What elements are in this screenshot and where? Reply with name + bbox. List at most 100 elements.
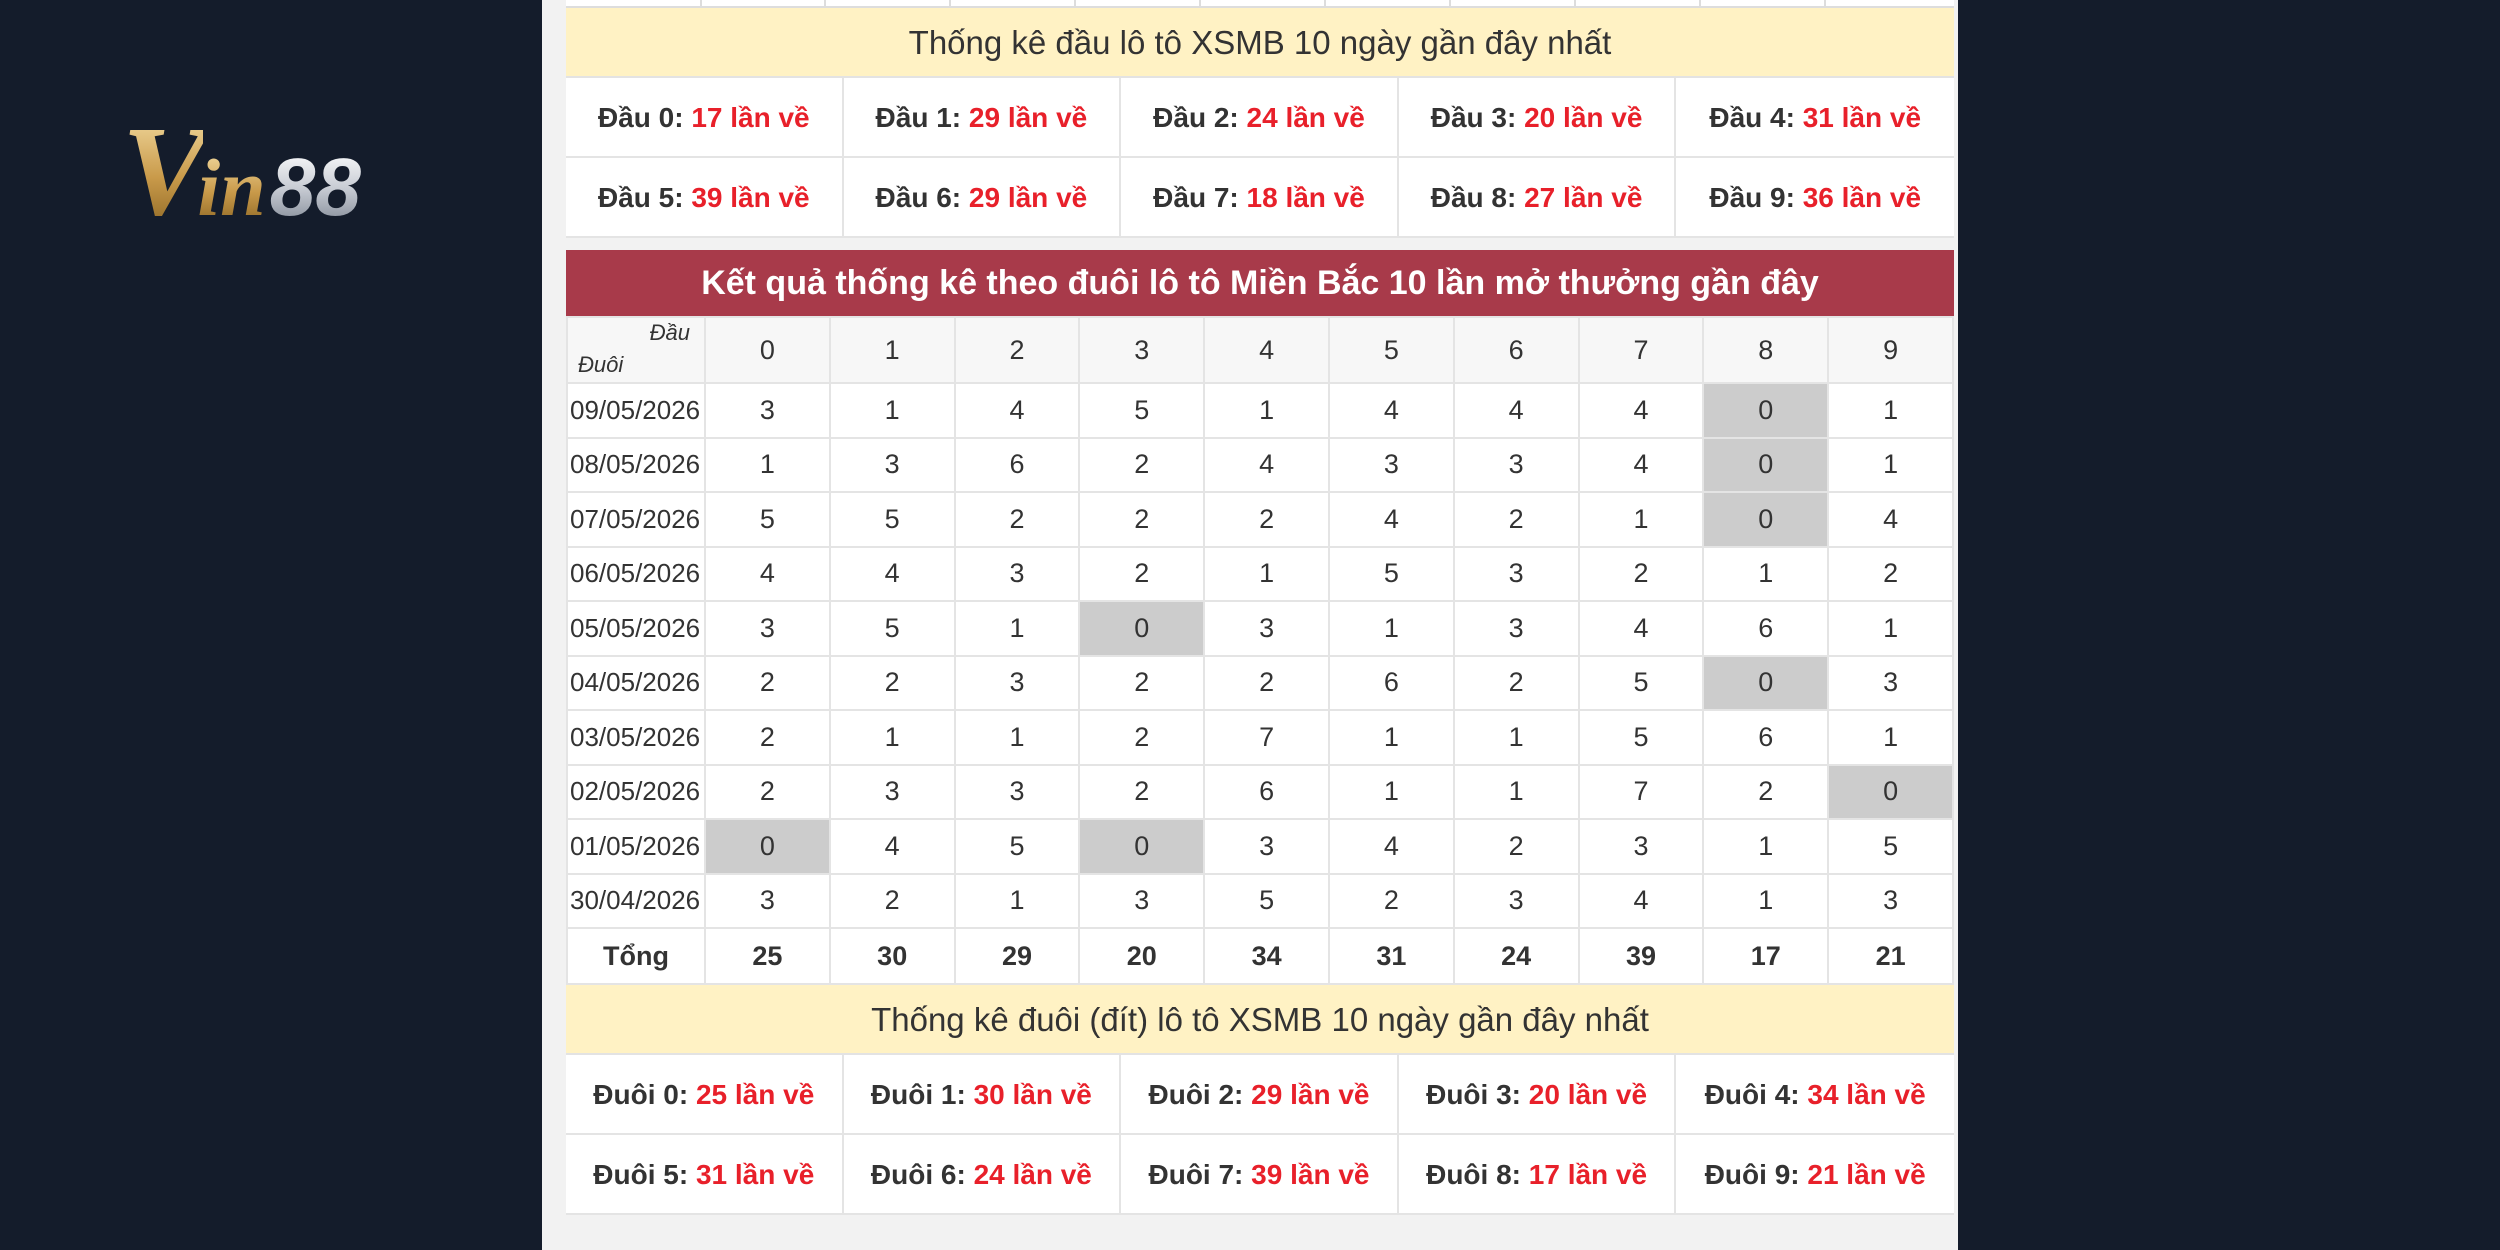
dau-stat-count: 29 lần về [968,182,1088,213]
table-cell: 3 [953,763,1081,820]
logo-number-88: 88 [269,142,361,233]
table-cell: 2 [1327,872,1455,929]
table-row: 30/04/2026 3 2 1 3 5 2 3 4 1 3 [566,872,1954,929]
table-cell: 2 [704,654,831,711]
dau-stat-1: Đầu 1: 29 lần về [843,78,1122,158]
table-cell: 5 [1577,709,1705,766]
table-cell: 1 [828,709,956,766]
total-row: Tổng 25 30 29 20 34 31 24 39 17 21 [566,927,1954,985]
table-cell: 1 [1702,872,1830,929]
table-cell: 4 [1577,382,1705,439]
table-cell: 2 [1452,654,1580,711]
table-cell: 3 [1452,872,1580,929]
table-cell: 4 [704,545,831,602]
table-cell: 3 [953,654,1081,711]
table-row: 06/05/2026 4 4 3 2 1 5 3 2 1 2 [566,545,1954,602]
duoi-stat-2: Đuôi 2: 29 lần về [1121,1055,1399,1135]
column-header-3: 3 [1078,316,1206,384]
duoi-stat-label: Đuôi 4: [1704,1079,1800,1110]
duoi-stat-count: 34 lần về [1807,1079,1926,1110]
table-cell: 5 [1203,872,1330,929]
dau-stat-label: Đầu 5: [597,182,684,213]
table-cell: 2 [1078,763,1206,820]
dau-stats-title: Thống kê đầu lô tô XSMB 10 ngày gần đây … [566,8,1954,78]
duoi-stat-label: Đuôi 0: [593,1079,689,1110]
table-cell: 0 [1702,436,1830,493]
table-cell: 2 [1577,545,1705,602]
dau-stats-grid: Đầu 0: 17 lần về Đầu 1: 29 lần về Đầu 2: 2… [566,78,1954,238]
duoi-stat-1: Đuôi 1: 30 lần về [843,1055,1122,1135]
table-cell: 3 [828,763,956,820]
content-panel: Thống kê đầu lô tô XSMB 10 ngày gần đây … [542,0,1958,1250]
table-cell: 3 [1452,436,1580,493]
table-cell: 5 [704,491,831,548]
table-cell: 4 [1577,872,1705,929]
dau-stat-count: 36 lần về [1802,182,1922,213]
row-date: 06/05/2026 [566,545,706,602]
column-header-2: 2 [953,316,1081,384]
table-cell: 3 [828,436,956,493]
table-cell: 1 [953,709,1081,766]
duoi-stat-0: Đuôi 0: 25 lần về [566,1055,844,1135]
table-row: 01/05/2026 0 4 5 0 3 4 2 3 1 5 [566,818,1954,875]
total-cell: 31 [1327,927,1455,985]
table-cell: 1 [704,436,831,493]
table-cell: 3 [704,600,831,657]
table-cell: 2 [1078,709,1206,766]
column-header-5: 5 [1327,316,1455,384]
corner-header: Đầu Đuôi [566,316,706,384]
total-cell: 17 [1702,927,1830,985]
table-cell: 1 [1327,763,1455,820]
table-row: 02/05/2026 2 3 3 2 6 1 1 7 2 0 [566,763,1954,820]
dau-stat-count: 17 lần về [691,102,810,133]
table-cell: 1 [1452,763,1580,820]
table-cell: 6 [953,436,1081,493]
table-cell: 2 [1078,436,1206,493]
table-cell: 7 [1203,709,1330,766]
table-row: 04/05/2026 2 2 3 2 2 6 2 5 0 3 [566,654,1954,711]
dau-stat-5: Đầu 5: 39 lần về [566,158,844,238]
table-cell: 3 [1203,818,1330,875]
dau-stat-label: Đầu 6: [875,182,962,213]
total-cell: 25 [704,927,831,985]
duoi-stat-4: Đuôi 4: 34 lần về [1676,1055,1954,1135]
dau-stat-count: 18 lần về [1246,182,1365,213]
table-cell: 3 [704,382,831,439]
row-date: 02/05/2026 [566,763,706,820]
row-date: 04/05/2026 [566,654,706,711]
column-header-9: 9 [1827,316,1954,384]
table-cell: 4 [1327,818,1455,875]
table-cell: 5 [1327,545,1455,602]
table-cell: 3 [1078,872,1206,929]
row-date: 08/05/2026 [566,436,706,493]
row-date: 30/04/2026 [566,872,706,929]
table-cell: 4 [828,818,956,875]
duoi-stat-count: 29 lần về [1251,1079,1370,1110]
logo-letters-in: in [197,142,266,233]
vin88-logo: V in 88 [122,107,482,235]
table-cell: 5 [828,600,956,657]
table-cell: 2 [828,872,956,929]
total-cell: 30 [828,927,956,985]
column-header-4: 4 [1203,316,1330,384]
dau-stat-label: Đầu 1: [875,102,962,133]
table-cell: 2 [828,654,956,711]
dau-stat-3: Đầu 3: 20 lần về [1398,78,1677,158]
table-cell: 4 [1577,600,1705,657]
table-cell: 2 [1078,654,1206,711]
dau-stat-count: 20 lần về [1524,102,1643,133]
dau-stat-label: Đầu 3: [1430,102,1517,133]
total-cell: 39 [1577,927,1705,985]
total-cell: 21 [1827,927,1954,985]
corner-label-dau: Đầu [649,320,690,345]
row-date: 07/05/2026 [566,491,706,548]
table-cell: 1 [1203,545,1330,602]
duoi-stat-count: 30 lần về [973,1079,1092,1110]
table-cell: 1 [953,600,1081,657]
table-cell: 4 [1327,382,1455,439]
column-header-8: 8 [1702,316,1830,384]
duoi-stat-count: 31 lần về [695,1159,815,1190]
corner-label-duoi: Đuôi [578,352,624,377]
table-cell: 4 [1327,491,1455,548]
